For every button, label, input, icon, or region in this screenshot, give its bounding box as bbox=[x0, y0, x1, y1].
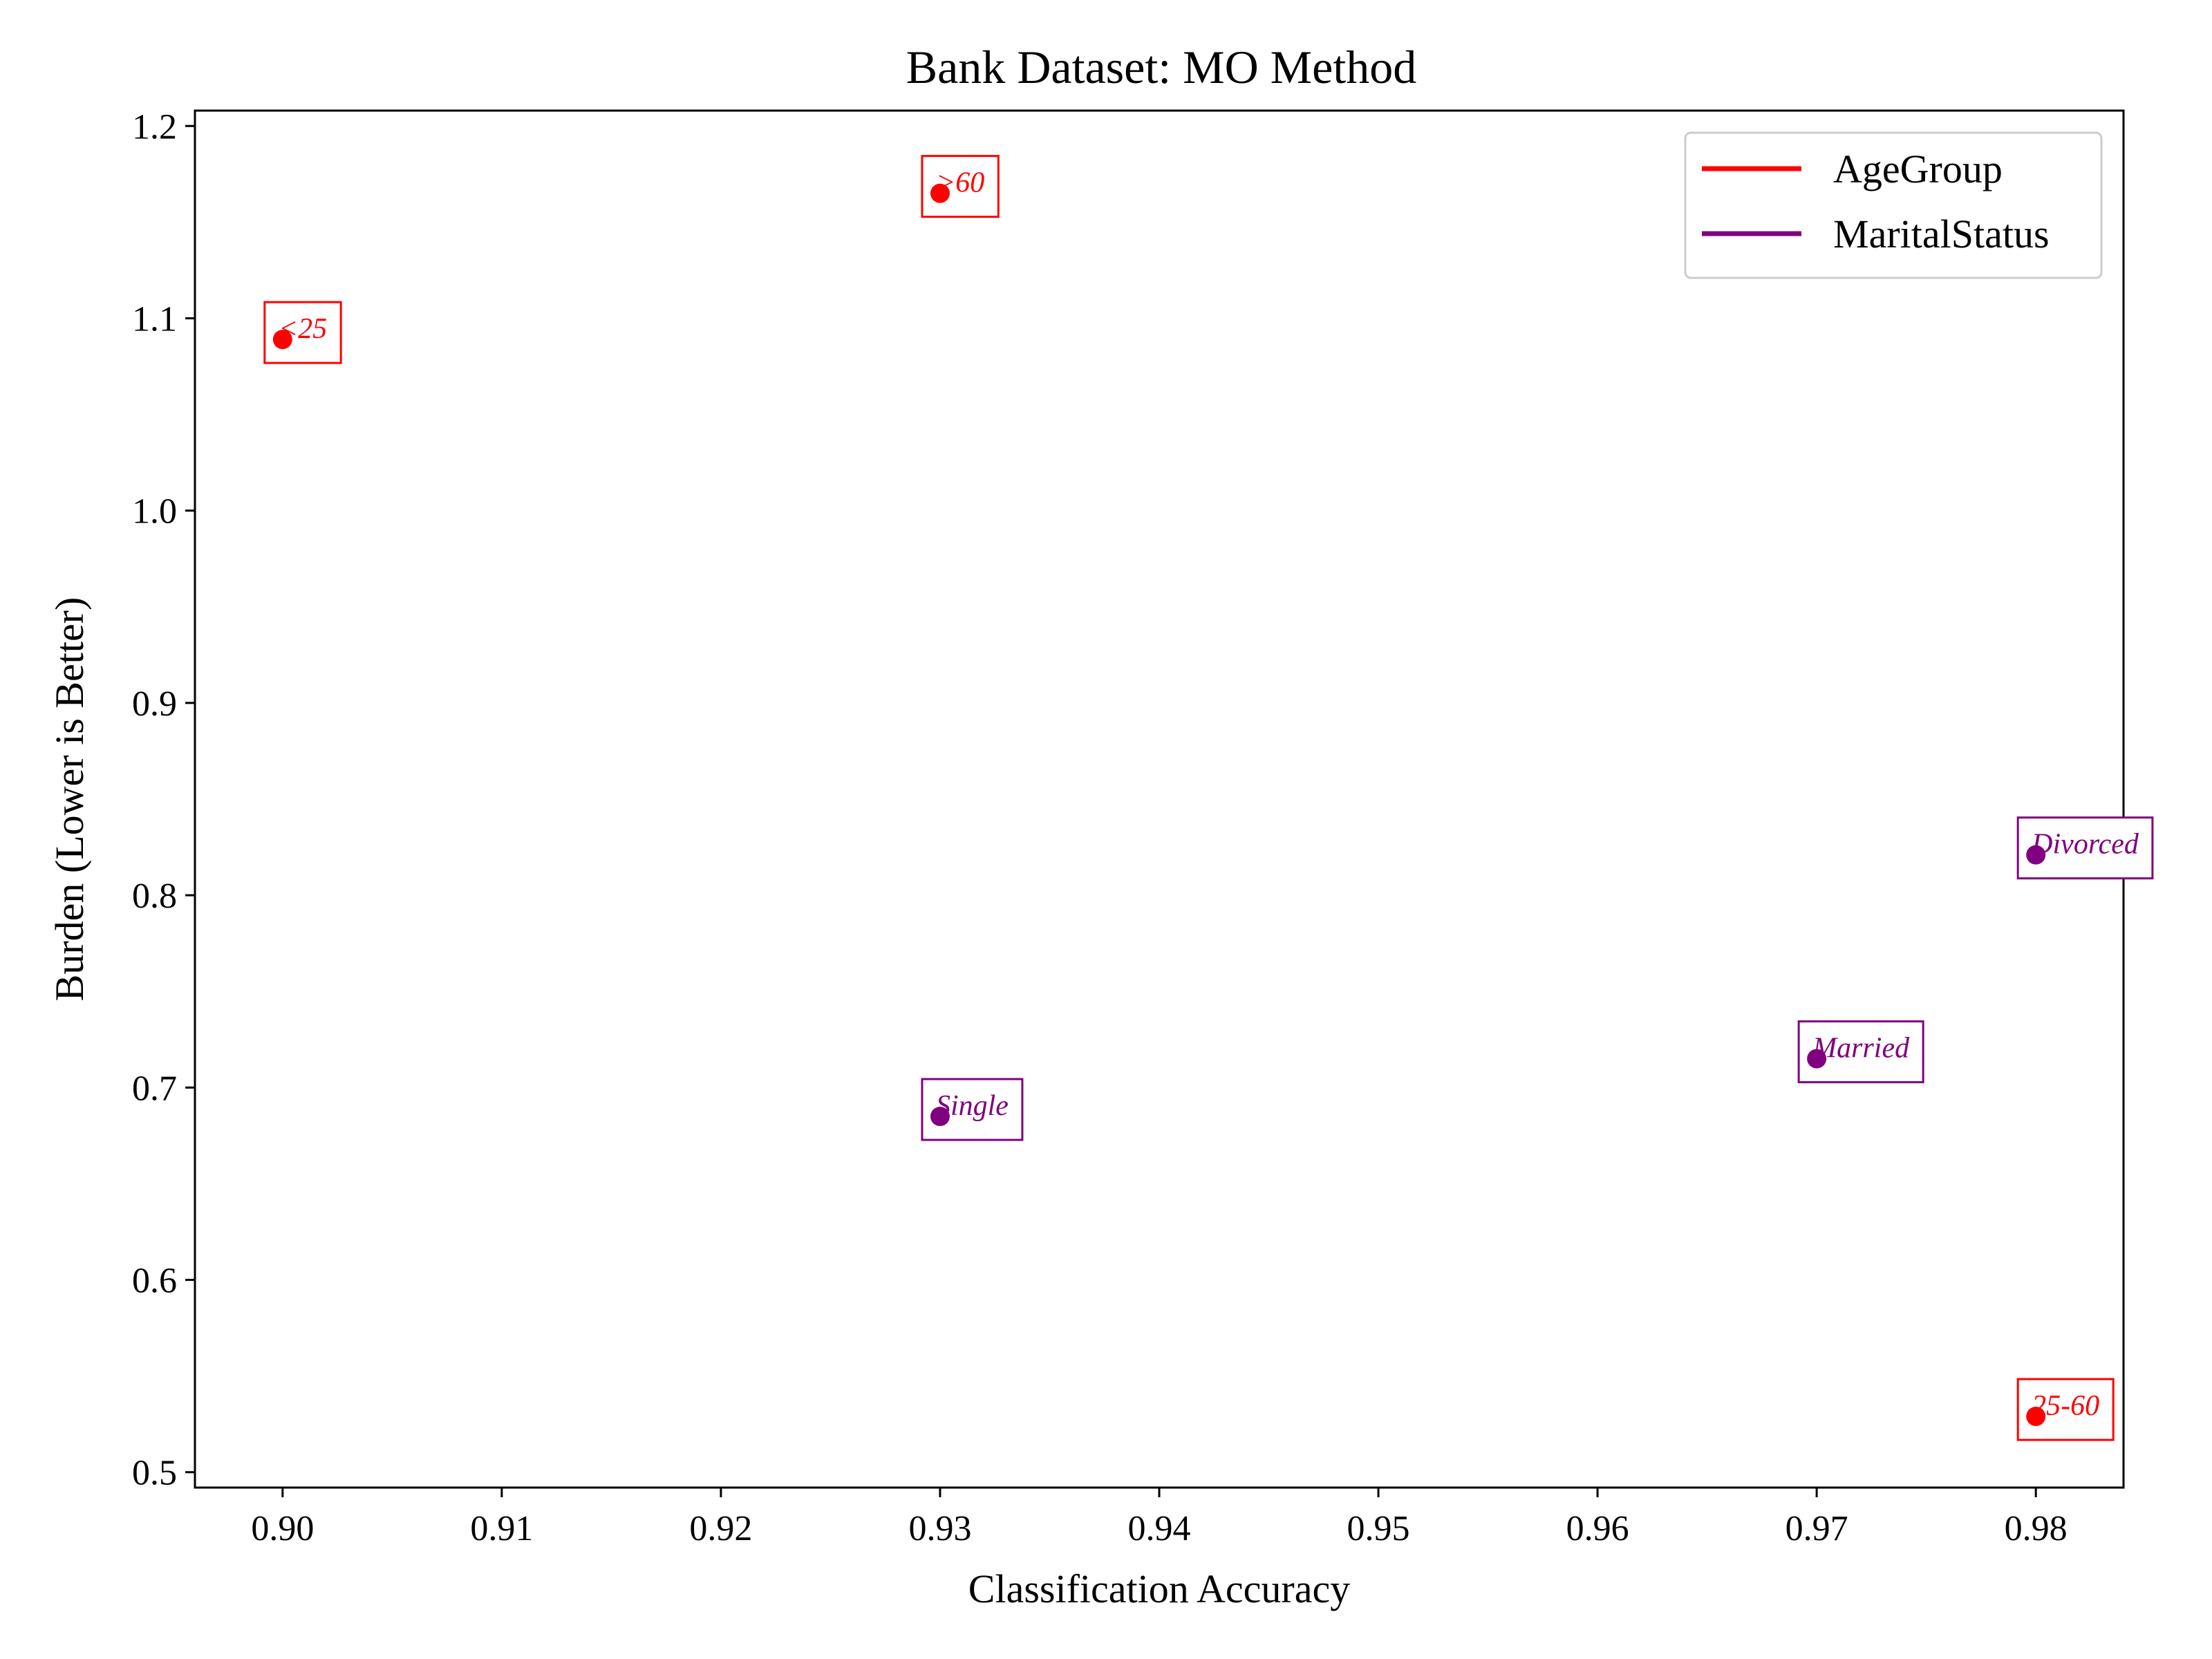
x-tick-label: 0.93 bbox=[908, 1509, 971, 1548]
y-axis: 0.5 0.6 0.7 0.8 0.9 1.0 1.1 1.2 bbox=[132, 107, 195, 1493]
y-tick-label: 1.0 bbox=[132, 492, 177, 532]
x-tick-label: 0.91 bbox=[470, 1509, 533, 1548]
data-points: <25 >60 25-60 Single Married Divorced bbox=[263, 155, 2154, 1441]
legend-label-maritalstatus: MaritalStatus bbox=[1833, 212, 2050, 256]
point-label: Single bbox=[936, 1090, 1009, 1122]
point-label: 25-60 bbox=[2032, 1390, 2099, 1422]
data-point-group: Divorced bbox=[2016, 816, 2154, 880]
y-axis-label: Burden (Lower is Better) bbox=[47, 597, 92, 1002]
x-axis-label: Classification Accuracy bbox=[968, 1566, 1350, 1611]
point-label-box bbox=[921, 1078, 1024, 1141]
point-label: <25 bbox=[279, 313, 327, 345]
point-label: Married bbox=[1812, 1033, 1910, 1065]
scatter-point bbox=[2026, 845, 2046, 865]
scatter-point bbox=[272, 330, 292, 350]
y-tick-label: 0.5 bbox=[132, 1454, 177, 1493]
data-point-group: 25-60 bbox=[2016, 1378, 2115, 1441]
x-tick-label: 0.96 bbox=[1566, 1509, 1629, 1548]
data-point-group: Single bbox=[921, 1078, 1024, 1141]
y-tick-label: 1.2 bbox=[132, 107, 177, 147]
y-tick-label: 0.7 bbox=[132, 1069, 177, 1108]
chart-title: Bank Dataset: MO Method bbox=[906, 41, 1416, 93]
legend: AgeGroup MaritalStatus bbox=[1684, 131, 2103, 279]
x-tick-label: 0.97 bbox=[1785, 1509, 1848, 1548]
data-point-group: <25 bbox=[263, 301, 342, 364]
y-tick-label: 0.9 bbox=[132, 684, 177, 724]
data-point-group: >60 bbox=[921, 155, 1000, 218]
scatter-point bbox=[930, 183, 950, 203]
data-point-group: Married bbox=[1797, 1020, 1924, 1084]
legend-label-agegroup: AgeGroup bbox=[1833, 147, 2003, 191]
point-label: Divorced bbox=[2031, 829, 2139, 861]
x-tick-label: 0.94 bbox=[1128, 1509, 1191, 1548]
x-tick-label: 0.98 bbox=[2005, 1509, 2068, 1548]
y-tick-label: 0.8 bbox=[132, 877, 177, 916]
point-label: >60 bbox=[936, 167, 984, 199]
scatter-point bbox=[2026, 1407, 2046, 1427]
y-tick-label: 0.6 bbox=[132, 1262, 177, 1301]
scatter-point bbox=[930, 1107, 950, 1127]
y-tick-label: 1.1 bbox=[132, 299, 177, 339]
x-tick-label: 0.95 bbox=[1347, 1509, 1410, 1548]
x-tick-label: 0.90 bbox=[251, 1509, 314, 1548]
x-tick-label: 0.92 bbox=[689, 1509, 752, 1548]
scatter-point bbox=[1807, 1049, 1827, 1069]
x-axis: 0.90 0.91 0.92 0.93 0.94 0.95 0.96 0.97 0.98 bbox=[251, 1488, 2068, 1548]
